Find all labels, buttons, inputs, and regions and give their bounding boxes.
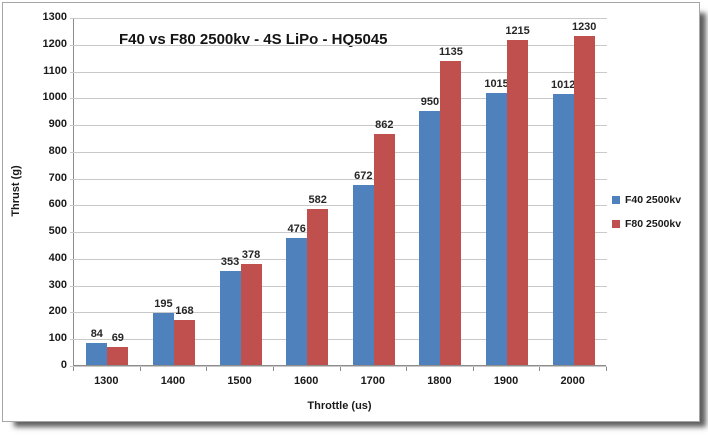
data-label: 862	[375, 119, 394, 132]
data-label: 1012	[550, 79, 576, 92]
y-tick-label: 1200	[42, 37, 67, 50]
gridline	[70, 205, 607, 207]
x-tick-label: 1700	[360, 375, 386, 387]
y-tick-label: 1000	[42, 91, 67, 104]
y-tick-label: 700	[48, 171, 67, 184]
gridline	[70, 366, 607, 367]
data-label: 1135	[439, 46, 463, 59]
x-tick-label: 1800	[427, 375, 452, 387]
data-label: 84	[90, 327, 103, 340]
plot-area: 84 69 195 168 353 378 476 582 672 862 950 1135 1015 1…	[70, 18, 607, 367]
x-axis-tick-mark	[139, 367, 141, 371]
gridline	[70, 71, 607, 73]
legend-label-f40: F40 2500kv	[625, 194, 682, 206]
y-tick-label: 1100	[43, 64, 67, 77]
x-axis-tick-mark	[339, 367, 341, 371]
x-tick-label: 2000	[560, 375, 585, 387]
legend-swatch-f80-icon	[612, 220, 620, 228]
data-label: 476	[287, 222, 306, 235]
legend-item-f80: F80 2500kv	[612, 218, 681, 230]
x-tick-label: 1400	[160, 375, 186, 387]
data-label: 378	[241, 248, 261, 261]
bar-f80-1400	[173, 320, 195, 365]
bar-f80-1800	[440, 61, 462, 365]
gridline	[70, 44, 607, 46]
y-tick-label: 100	[48, 332, 67, 345]
gridline	[70, 151, 607, 153]
bar-f80-1700	[373, 134, 395, 365]
gridline	[70, 18, 607, 19]
data-label: 353	[220, 255, 240, 268]
bar-f40-1900	[486, 93, 508, 365]
data-label: 672	[354, 170, 373, 183]
bar-f80-2000	[573, 35, 595, 365]
y-tick-label: 200	[48, 305, 67, 318]
gridline	[70, 258, 607, 260]
x-axis-tick-mark	[472, 367, 474, 371]
x-tick-label: 1300	[94, 375, 119, 387]
x-axis-tick-mark	[73, 367, 74, 371]
y-tick-label: 900	[48, 118, 67, 131]
gridline	[70, 339, 607, 341]
data-label: 69	[111, 331, 124, 344]
bar-f40-1500	[219, 270, 241, 365]
legend-swatch-f40-icon	[612, 196, 620, 204]
x-tick-label: 1500	[227, 375, 252, 387]
y-tick-label: 1300	[42, 11, 67, 23]
bar-f80-1500	[240, 263, 262, 365]
data-label: 950	[420, 95, 440, 108]
y-tick-label: 600	[48, 198, 67, 211]
x-tick-label: 1600	[293, 375, 319, 387]
legend-label-f80: F80 2500kv	[625, 218, 682, 230]
y-tick-label: 800	[48, 144, 67, 157]
x-axis-tick-mark	[206, 367, 208, 371]
x-axis-tick-mark	[406, 367, 408, 371]
data-label: 1230	[571, 20, 597, 33]
bar-f80-1300	[107, 346, 129, 365]
x-axis-tick-mark	[606, 367, 607, 371]
gridline	[70, 285, 607, 287]
y-tick-label: 500	[48, 225, 67, 238]
data-label: 195	[154, 297, 173, 310]
data-label: 168	[175, 305, 194, 318]
bar-f80-1600	[307, 209, 329, 365]
y-tick-label: 0	[60, 359, 67, 371]
x-axis-tick-mark	[272, 367, 274, 371]
legend-item-f40: F40 2500kv	[612, 194, 681, 206]
bar-f40-1700	[352, 185, 374, 365]
data-label: 1015	[484, 78, 509, 91]
gridline	[70, 125, 607, 127]
legend: F40 2500kv F80 2500kv	[612, 194, 681, 242]
data-label: 582	[308, 194, 327, 207]
x-tick-label: 1900	[493, 375, 519, 387]
y-tick-label: 300	[48, 278, 67, 291]
gridline	[70, 98, 607, 100]
gridline	[70, 312, 607, 314]
data-label: 1215	[505, 24, 530, 37]
x-axis-title: Throttle (us)	[307, 400, 372, 412]
chart: F40 vs F80 2500kv - 4S LiPo - HQ5045 Thr…	[2, 2, 700, 422]
bar-f40-1600	[286, 237, 308, 365]
x-axis-tick-mark	[539, 367, 541, 371]
gridline	[70, 178, 607, 180]
bar-f80-1900	[507, 39, 529, 365]
bar-f40-1300	[86, 342, 108, 365]
gridline	[70, 232, 607, 234]
bar-f40-1800	[419, 110, 441, 365]
chart-title: F40 vs F80 2500kv - 4S LiPo - HQ5045	[119, 31, 388, 48]
bar-f40-2000	[552, 94, 574, 365]
y-tick-label: 400	[48, 251, 67, 264]
bar-f40-1400	[152, 312, 174, 365]
y-axis-title: Thrust (g)	[10, 165, 22, 217]
